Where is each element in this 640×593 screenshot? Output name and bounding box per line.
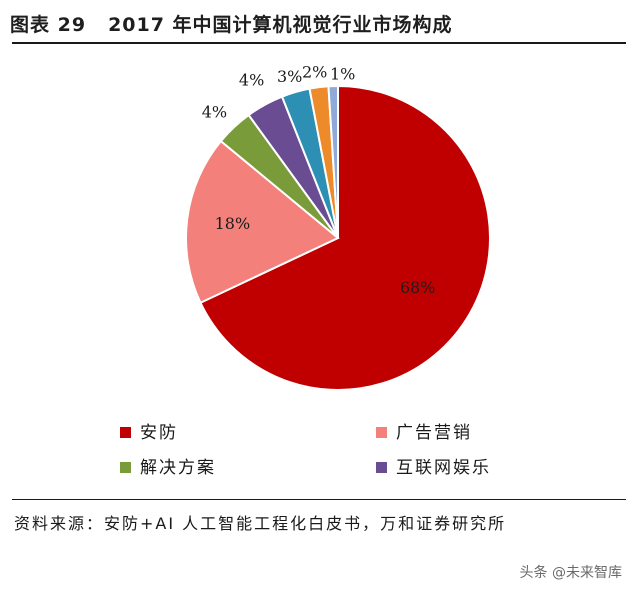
slice-label-6: 2% xyxy=(302,63,327,82)
slice-label-5: 3% xyxy=(277,67,302,86)
pie-slices xyxy=(185,84,491,391)
slice-label-1: 68% xyxy=(400,278,436,297)
slice-label-7: 1% xyxy=(330,64,355,83)
legend-swatch-4 xyxy=(376,462,387,473)
pie-slice-7 xyxy=(327,84,339,239)
pie-slice-2 xyxy=(185,139,340,305)
top-rule xyxy=(12,42,626,44)
legend-label-3: 解决方案 xyxy=(140,458,216,478)
slice-label-4: 4% xyxy=(239,70,264,89)
slice-label-3: 4% xyxy=(202,102,227,121)
legend-swatch-3 xyxy=(120,462,131,473)
bottom-rule xyxy=(12,499,626,500)
pie-labels: 68% 18% 4% 4% 3% 2% 1% xyxy=(202,63,436,297)
watermark: 头条 @未来智库 xyxy=(519,565,622,581)
figure-number: 图表 29 xyxy=(10,14,87,36)
legend-swatch-1 xyxy=(120,427,131,438)
source-note: 资料来源：安防+AI 人工智能工程化白皮书，万和证券研究所 xyxy=(14,514,507,533)
legend-label-2: 广告营销 xyxy=(396,423,472,443)
legend-label-4: 互联网娱乐 xyxy=(396,458,491,478)
pie-slice-1 xyxy=(199,84,491,391)
chart-title: 图表 29 2017 年中国计算机视觉行业市场构成 xyxy=(10,8,625,42)
slice-label-2: 18% xyxy=(215,214,251,233)
legend-swatch-2 xyxy=(376,427,387,438)
legend-label-1: 安防 xyxy=(140,423,178,443)
chart-title-text: 2017 年中国计算机视觉行业市场构成 xyxy=(108,14,453,36)
